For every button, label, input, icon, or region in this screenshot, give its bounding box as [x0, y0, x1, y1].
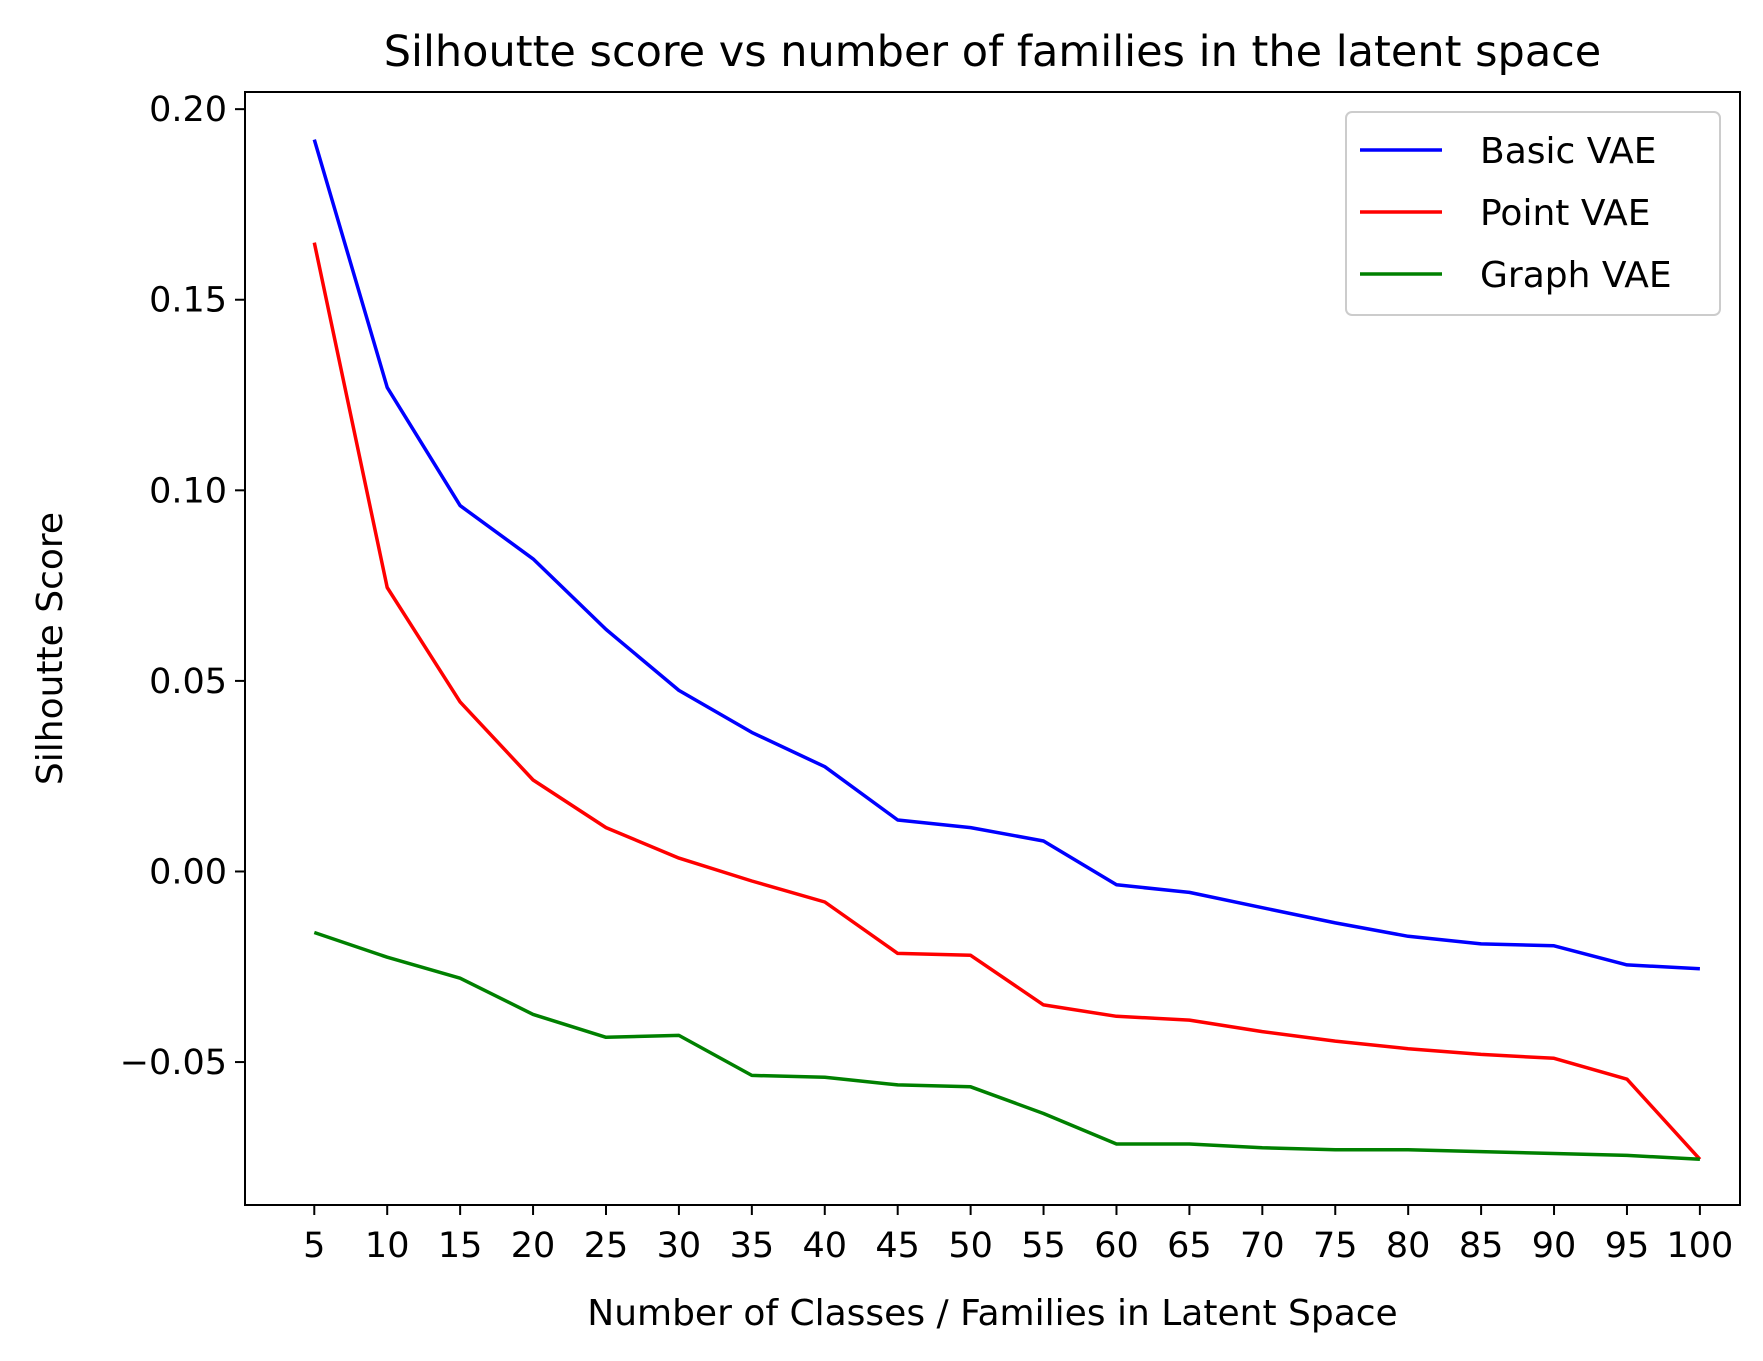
series-line-basic-vae — [312, 139, 1700, 971]
chart-title: Silhoutte score vs number of families in… — [384, 27, 1602, 77]
x-tick-label: 20 — [511, 1226, 556, 1266]
series-line-point-vae — [312, 242, 1702, 1161]
x-tick-label: 55 — [1021, 1226, 1066, 1266]
x-tick-label: 15 — [438, 1226, 483, 1266]
x-tick-label: 65 — [1167, 1226, 1212, 1266]
x-axis-label: Number of Classes / Families in Latent S… — [587, 1293, 1397, 1334]
x-tick-label: 95 — [1605, 1226, 1650, 1266]
legend-box — [1345, 111, 1721, 316]
x-tick-label: 30 — [657, 1226, 702, 1266]
y-tick-label: 0.20 — [149, 90, 227, 130]
legend-label: Graph VAE — [1480, 255, 1672, 296]
y-tick-label: −0.05 — [120, 1043, 227, 1083]
x-tick-label: 70 — [1240, 1226, 1285, 1266]
y-tick-label: 0.10 — [149, 471, 227, 511]
x-tick-label: 10 — [365, 1226, 410, 1266]
legend-label: Basic VAE — [1480, 131, 1656, 172]
x-tick-label: 25 — [584, 1226, 629, 1266]
x-tick-label: 35 — [730, 1226, 775, 1266]
y-tick-label: 0.00 — [149, 852, 227, 892]
x-tick-label: 45 — [875, 1226, 920, 1266]
x-tick-label: 85 — [1459, 1226, 1504, 1266]
plot-area — [244, 91, 1741, 1206]
legend: Basic VAE Point VAE Graph VAE — [1345, 111, 1721, 316]
x-tick-label: 75 — [1313, 1226, 1358, 1266]
x-tick-label: 40 — [802, 1226, 847, 1266]
legend-label: Point VAE — [1480, 193, 1651, 234]
y-axis-label: Silhoutte Score — [30, 512, 71, 785]
y-tick-label: 0.15 — [149, 281, 227, 321]
series-line-graph-vae — [313, 930, 1700, 1162]
axis-ticks: 5 10 15 20 25 30 35 40 45 50 55 60 65 70 75 80 85 90 95 100… — [120, 90, 1734, 1266]
x-tick-label: 5 — [303, 1226, 325, 1266]
plot-frame — [244, 91, 1741, 1206]
x-tick-label: 50 — [948, 1226, 993, 1266]
y-tick-label: 0.05 — [149, 662, 227, 702]
x-tick-label: 90 — [1532, 1226, 1577, 1266]
x-tick-label: 100 — [1666, 1226, 1733, 1266]
x-tick-label: 60 — [1094, 1226, 1139, 1266]
x-tick-label: 80 — [1386, 1226, 1431, 1266]
